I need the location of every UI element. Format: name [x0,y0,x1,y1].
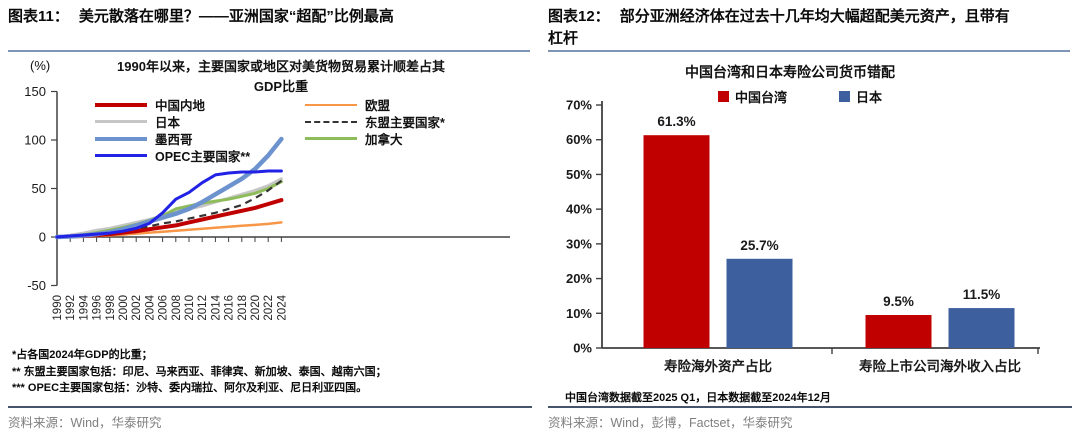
legend-item: 日本 [839,87,882,106]
legend-label: 日本 [155,116,181,130]
x-tick-label: 1990 [52,295,64,321]
chart-footnotes: *占各国2024年GDP的比重； ** 东盟主要国家包括：印尼、马来西亚、菲律宾… [12,347,387,397]
x-tick-label: 2016 [224,295,236,321]
bar-中国台湾-寿险上市公司海外收入占比 [865,315,932,348]
x-tick-label: 2004 [144,294,156,320]
legend-swatch [95,154,147,157]
y-tick-label: 20% [566,271,592,286]
x-tick-label: 2010 [184,295,196,321]
y-tick-label: 150 [24,84,46,99]
category-label: 寿险上市公司海外收入占比 [859,358,1021,374]
figure-label: 图表11： [8,8,69,25]
y-tick-label: 50% [566,167,592,182]
category-label: 寿险海外资产占比 [664,358,772,374]
x-tick-label: 2024 [276,294,288,320]
bar-日本-寿险海外资产占比 [726,258,793,348]
bar-value-label: 61.3% [657,114,695,129]
legend-swatch [305,103,357,106]
legend-label: 加拿大 [365,133,403,147]
legend-label: 东盟主要国家* [365,116,445,130]
header-divider [8,50,530,52]
y-tick-label: 50 [32,181,46,196]
figure-title: 美元散落在哪里？——亚洲国家“超配”比例最高 [78,8,394,25]
x-tick-label: 2008 [171,295,183,321]
legend-label: 中国内地 [155,99,206,113]
legend-item: 欧盟 [305,96,445,113]
x-tick-label: 2002 [131,295,143,321]
legend-label: 中国台湾 [734,90,787,105]
legend-swatch [305,137,357,140]
bar-chart-legend: 中国台湾 日本 [580,87,1020,106]
legend-item: OPEC主要国家** [95,147,250,164]
legend-swatch [95,120,147,123]
x-tick-label: 2014 [210,294,222,320]
bar-value-label: 11.5% [963,287,1001,302]
figure-header: 图表12： 部分亚洲经济体在过去十几年均大幅超配美元资产，且带有杠杆 [548,6,1018,50]
bar-chart-footnote: 中国台湾数据截至2025 Q1，日本数据截至2024年12月 [565,392,831,404]
x-tick-label: 2012 [197,295,209,321]
bar-chart-canvas: 0% 10% 20% 30% 40% 50% 60% 70% 61.3% 9.5% 25.7% 11.… [566,98,1040,374]
y-axis-unit-label: (%) [30,58,51,73]
x-tick-label: 1992 [65,295,77,321]
legend-swatch [717,91,729,102]
y-tick-label: 30% [566,236,592,251]
line-chart-title: 1990年以来，主要国家或地区对美货物贸易累计顺差占其GDP比重 [117,59,445,95]
figure-title: 部分亚洲经济体在过去十几年均大幅超配美元资产，且带有杠杆 [548,8,1010,47]
source-divider [548,406,1072,408]
legend-swatch [95,136,147,141]
line-chart-canvas: 150 100 50 0 -50 1990 1992 1994 1996 1998 2000 2002… [24,84,510,321]
header-divider [548,50,1070,52]
legend-item: 东盟主要国家* [305,113,445,130]
legend-label: 墨西哥 [155,133,193,147]
bar-value-label: 25.7% [740,238,778,253]
source-row: 资料来源：Wind，华泰研究 [8,416,162,430]
bar-chart-title: 中国台湾和日本寿险公司货币错配 [685,64,895,80]
legend-swatch [839,91,850,102]
x-tick-label: 2022 [263,295,275,321]
legend-swatch [95,102,147,107]
footnote-line: *占各国2024年GDP的比重； [12,349,153,361]
y-tick-label: 40% [566,202,592,217]
bar-value-label: 9.5% [883,294,914,309]
bar-中国台湾-寿险海外资产占比 [643,135,710,348]
legend-label: 欧盟 [365,99,391,113]
y-tick-label: 10% [566,306,592,321]
x-tick-label: 2018 [237,295,249,321]
legend-item: 墨西哥 [95,130,250,147]
x-tick-label: 1998 [105,295,117,321]
footnote-line: *** OPEC主要国家包括：沙特、委内瑞拉、阿尔及利亚、尼日利亚四国。 [12,382,368,394]
bar-日本-寿险上市公司海外收入占比 [948,308,1015,348]
legend-label: 日本 [856,90,883,105]
right-figure-panel: 图表12： 部分亚洲经济体在过去十几年均大幅超配美元资产，且带有杠杆 中国台湾和日… [540,0,1080,435]
series-line-OPEC主要国家** [55,169,283,239]
figure-label: 图表12： [548,8,610,25]
y-tick-label: -50 [27,278,46,293]
source-divider [8,406,532,408]
legend-item: 中国内地 [95,96,250,113]
y-tick-label: 60% [566,132,592,147]
left-figure-panel: 图表11： 美元散落在哪里？——亚洲国家“超配”比例最高 (%) 1990年以来，… [8,6,532,430]
legend-swatch [305,120,357,123]
x-tick-label: 2006 [158,295,170,321]
x-tick-label: 2000 [118,295,130,321]
y-tick-label: 0% [573,341,592,356]
y-tick-label: 70% [566,98,592,113]
x-tick-label: 2020 [250,295,262,321]
figure-header: 图表11： 美元散落在哪里？——亚洲国家“超配”比例最高 [8,6,394,28]
x-tick-label: 1994 [78,294,90,320]
x-tick-label: 1996 [92,295,104,321]
legend-item: 加拿大 [305,130,445,147]
line-legend-column-2: 欧盟东盟主要国家* 加拿大 [305,96,445,147]
y-tick-label: 0 [39,230,46,245]
legend-label: OPEC主要国家** [155,150,251,164]
line-legend-column-1: 中国内地日本墨西哥 OPEC主要国家** [95,96,250,164]
footnote-line: ** 东盟主要国家包括：印尼、马来西亚、菲律宾、新加坡、泰国、越南六国； [12,365,387,378]
legend-item: 日本 [95,113,250,130]
source-row: 资料来源：Wind，彭博，Factset，华泰研究 [548,416,793,430]
y-tick-label: 100 [24,133,46,148]
legend-item: 中国台湾 [717,87,787,106]
